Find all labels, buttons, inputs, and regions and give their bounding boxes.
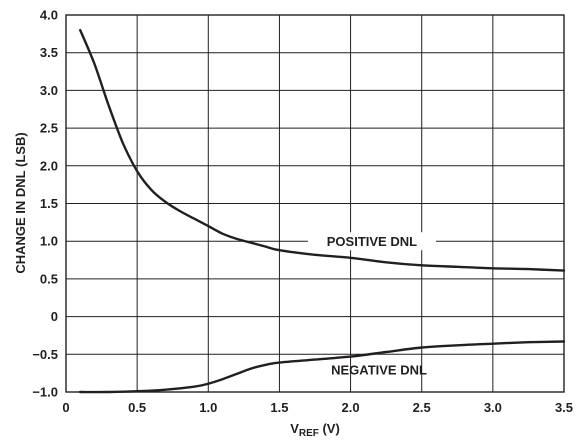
x-axis-label-subscript: REF	[299, 428, 319, 439]
y-tick-label: 3.5	[40, 45, 58, 60]
y-tick-label: 3.0	[40, 83, 58, 98]
x-tick-label: 0	[62, 400, 69, 415]
y-tick-labels: 4.0 3.5 3.0 2.5 2.0 1.5 1.0 0.5 0 −0.5 −1.0	[32, 8, 58, 400]
series-line-negative-dnl	[79, 340, 566, 394]
series-labels: POSITIVE DNL NEGATIVE DNL	[307, 232, 436, 377]
x-tick-label: 3.0	[484, 400, 502, 415]
y-tick-label: 4.0	[40, 8, 58, 23]
x-axis-label-main: V	[290, 421, 299, 436]
y-tick-label: 1.5	[40, 196, 58, 211]
series-label-negative-dnl: NEGATIVE DNL	[331, 362, 427, 377]
x-tick-label: 2.5	[413, 400, 431, 415]
series-label-positive-dnl: POSITIVE DNL	[327, 234, 417, 249]
x-tick-labels: 0 0.5 1.0 1.5 2.0 2.5 3.0 3.5	[62, 400, 573, 415]
x-tick-label: 0.5	[128, 400, 146, 415]
y-tick-label: 0.5	[40, 271, 58, 286]
y-tick-label: 1.0	[40, 234, 58, 249]
x-tick-label: 3.5	[555, 400, 573, 415]
y-tick-label: 0	[51, 309, 58, 324]
series-label-background	[307, 232, 436, 251]
x-tick-label: 1.5	[270, 400, 288, 415]
series-line-positive-dnl	[79, 28, 566, 272]
y-tick-label: 2.0	[40, 158, 58, 173]
y-axis-label: CHANGE IN DNL (LSB)	[13, 132, 28, 273]
x-tick-label: 2.0	[342, 400, 360, 415]
y-tick-label: 2.5	[40, 121, 58, 136]
x-tick-label: 1.0	[199, 400, 217, 415]
x-axis-label: VREF (V)	[290, 421, 340, 439]
series-layer	[79, 28, 566, 394]
plot-frame	[65, 14, 565, 393]
y-tick-label: −0.5	[32, 347, 58, 362]
grid-layer	[65, 14, 565, 393]
x-axis-label-unit: (V)	[319, 421, 340, 436]
y-tick-label: −1.0	[32, 385, 58, 400]
